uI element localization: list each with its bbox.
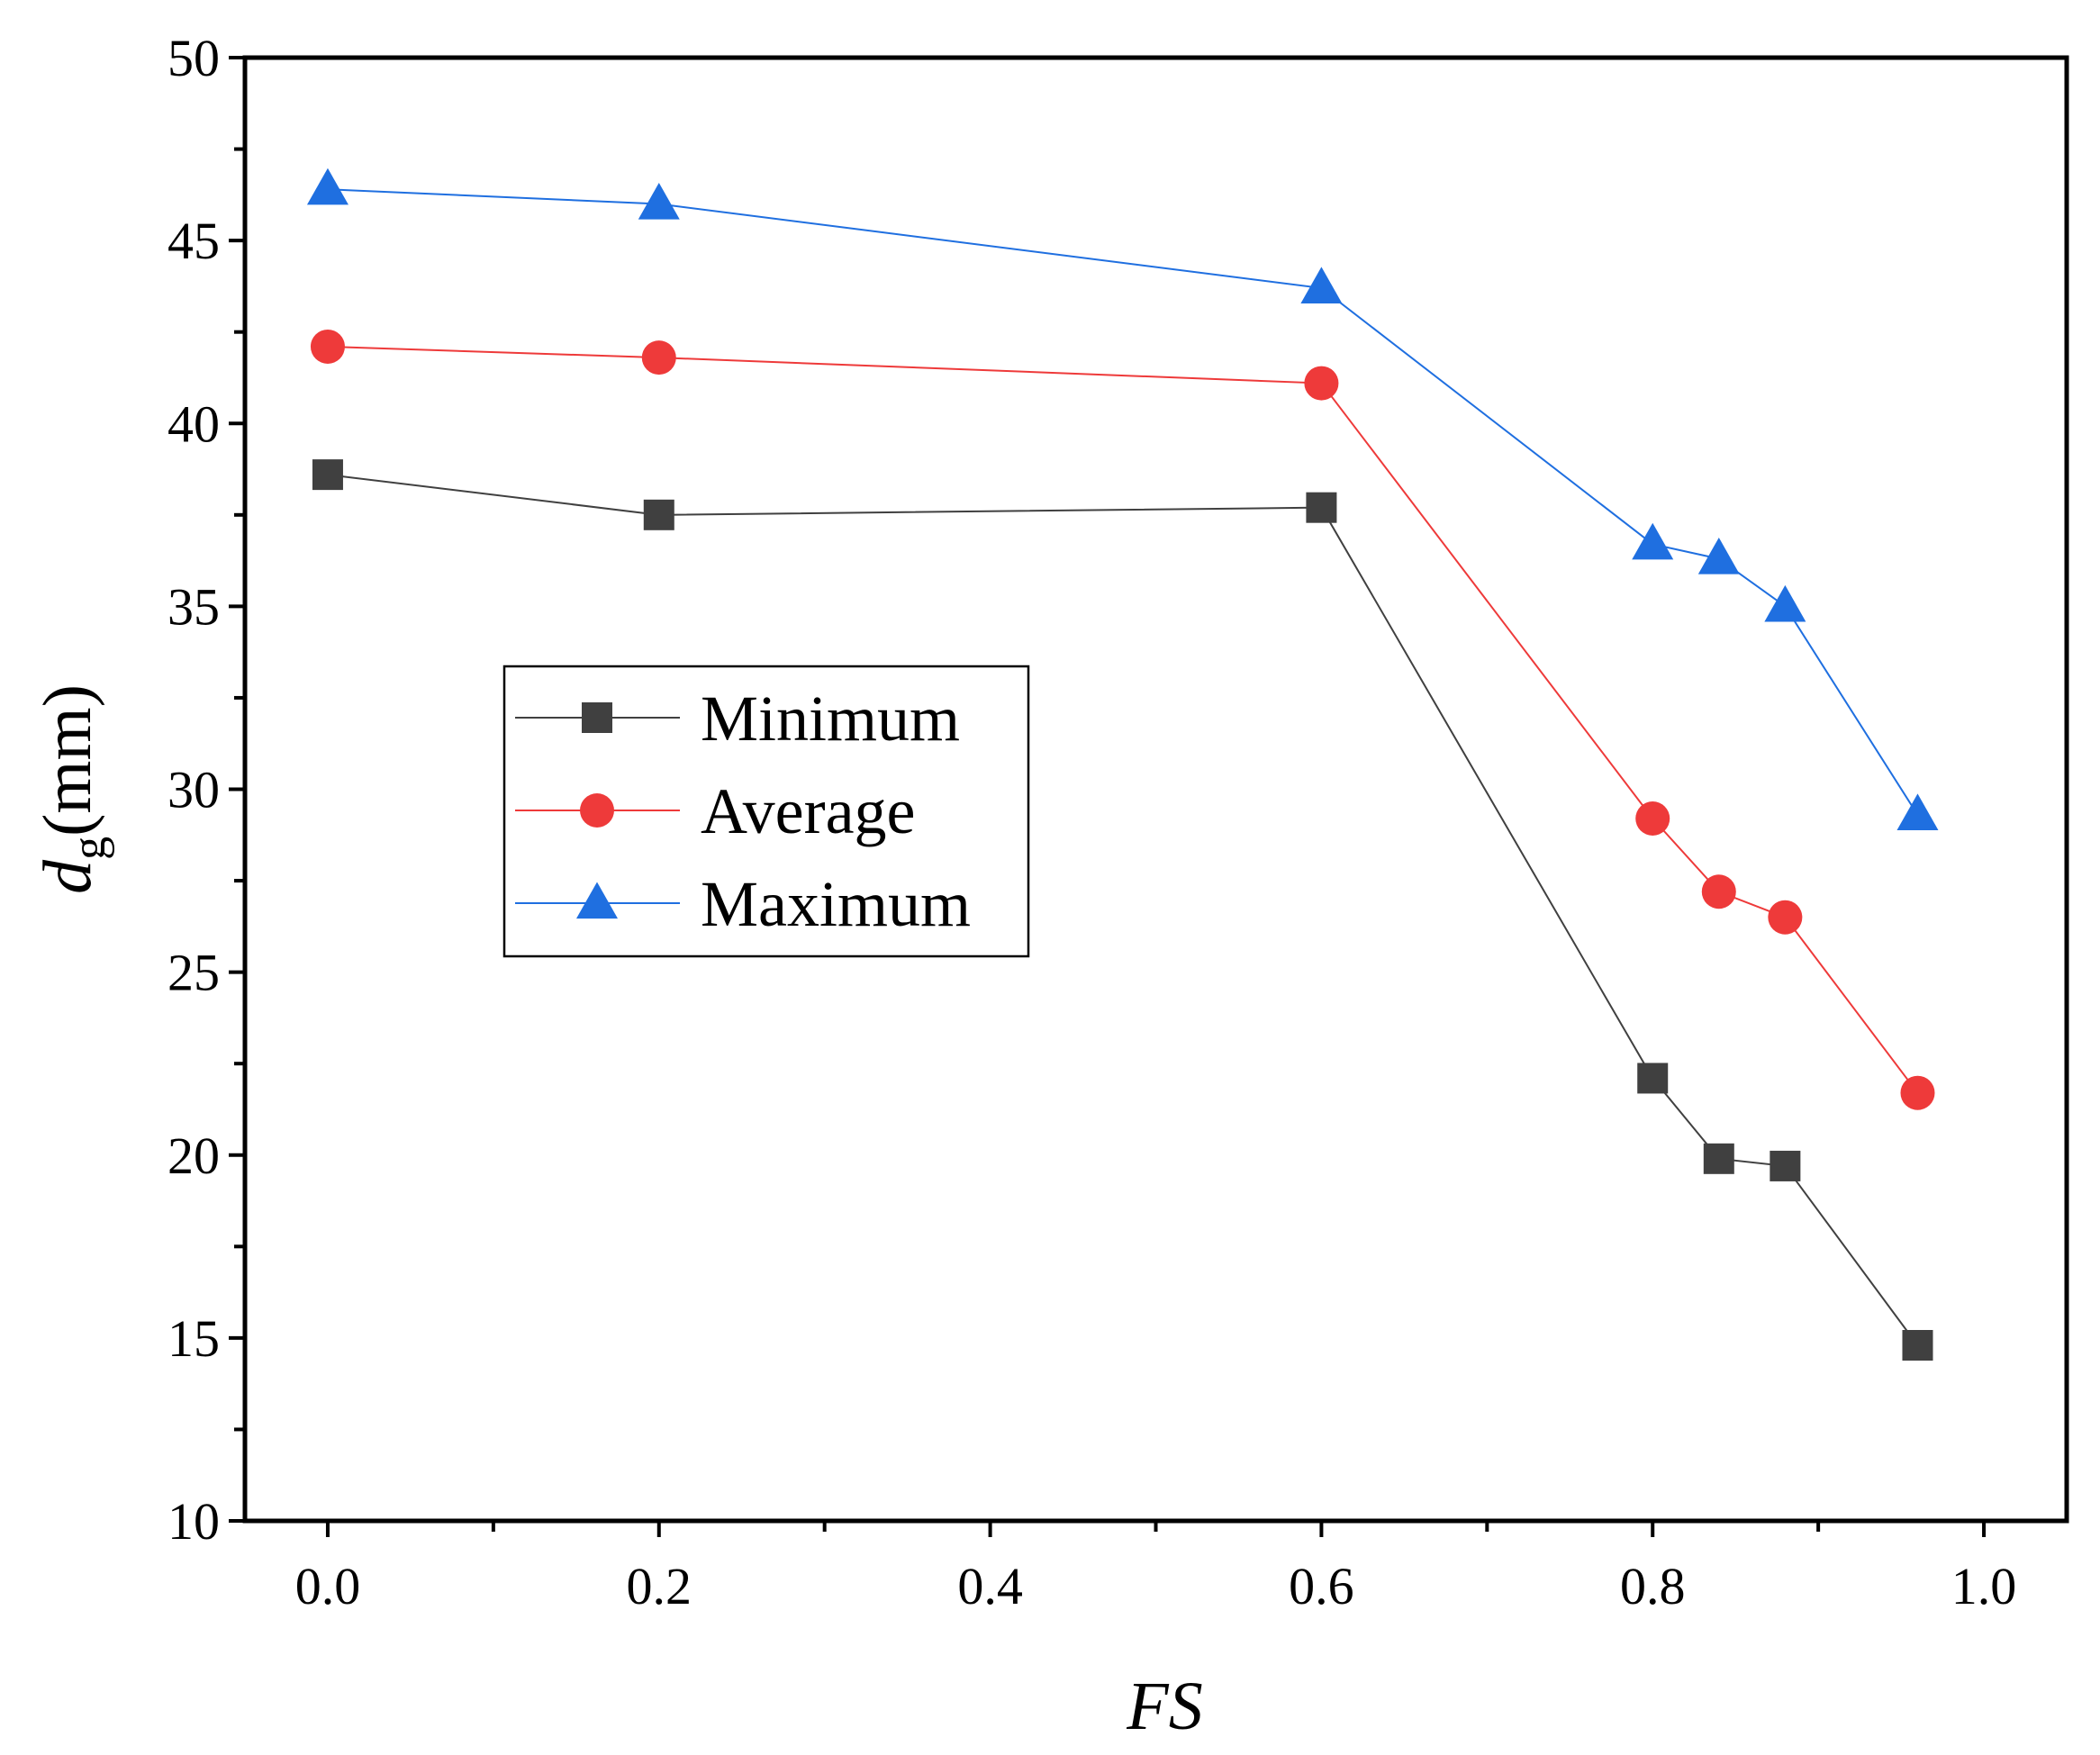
series-maximum — [306, 167, 1939, 831]
data-point-maximum — [1896, 793, 1939, 831]
y-tick-label: 10 — [167, 1492, 220, 1551]
series-minimum — [312, 459, 1933, 1361]
legend-item-maximum: Maximum — [515, 868, 971, 940]
x-tick-label: 0.2 — [627, 1557, 692, 1615]
data-point-average — [1768, 900, 1803, 935]
data-point-maximum — [1697, 538, 1740, 574]
y-tick-label: 35 — [167, 577, 220, 636]
data-point-minimum — [1306, 492, 1337, 523]
y-tick-label: 50 — [167, 29, 220, 87]
legend-item-average: Average — [515, 775, 916, 847]
legend-label: Maximum — [701, 868, 971, 940]
axis-layer — [229, 55, 2069, 1537]
data-point-maximum — [1764, 584, 1806, 622]
y-tick-label: 20 — [167, 1126, 220, 1185]
legend-item-minimum: Minimum — [515, 683, 960, 755]
data-point-maximum — [1632, 522, 1674, 560]
data-point-average — [310, 329, 345, 364]
series-average — [310, 329, 1935, 1110]
legend-marker — [580, 793, 614, 828]
series-layer — [306, 167, 1939, 1361]
data-point-average — [1635, 801, 1670, 836]
legend-marker — [576, 882, 618, 919]
x-tick-label: 0.0 — [295, 1557, 361, 1615]
y-tick-label: 30 — [167, 761, 220, 819]
x-tick-label: 1.0 — [1951, 1557, 2017, 1615]
data-point-minimum — [1770, 1150, 1801, 1181]
data-point-minimum — [643, 499, 674, 530]
x-axis-title: FS — [1126, 1669, 1202, 1744]
y-tick-label: 40 — [167, 394, 220, 453]
label-layer: 0.0 0.2 0.4 0.6 0.8 1.0 10 15 20 25 30 35 40 45 50 FS dg… — [30, 29, 2016, 1744]
y-tick-label: 25 — [167, 944, 220, 1002]
data-point-average — [641, 340, 676, 375]
legend-label: Average — [701, 775, 916, 847]
x-tick-label: 0.6 — [1289, 1557, 1354, 1615]
data-point-average — [1701, 874, 1736, 909]
x-tick-label: 0.8 — [1620, 1557, 1686, 1615]
legend-label: Minimum — [701, 683, 960, 755]
data-point-maximum — [638, 182, 680, 220]
data-point-minimum — [1637, 1063, 1669, 1094]
data-point-minimum — [1703, 1143, 1734, 1174]
data-point-average — [1304, 366, 1339, 401]
legend-marker — [582, 702, 612, 733]
y-tick-label: 45 — [167, 212, 220, 270]
y-tick-label: 15 — [167, 1309, 220, 1368]
data-point-maximum — [306, 167, 348, 205]
y-axis-title: dg(mm) — [30, 684, 115, 894]
legend: Minimum Average Maximum — [502, 665, 1030, 958]
data-point-minimum — [1902, 1330, 1933, 1361]
data-point-minimum — [312, 459, 343, 491]
data-point-average — [1900, 1075, 1935, 1110]
data-point-maximum — [1300, 267, 1343, 304]
x-tick-label: 0.4 — [957, 1557, 1023, 1615]
